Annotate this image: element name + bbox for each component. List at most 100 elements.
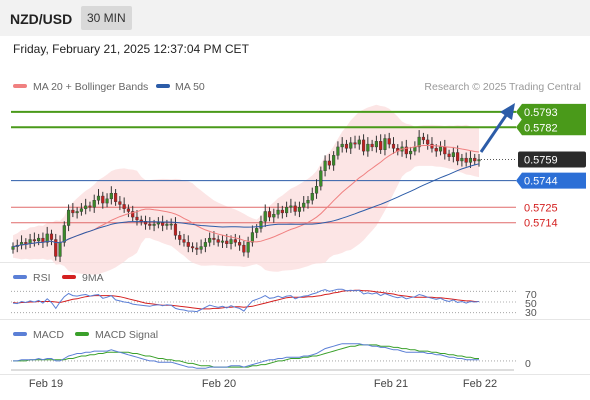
candle-body: [276, 209, 280, 215]
candle-body: [156, 222, 160, 225]
candle-body: [306, 200, 310, 204]
pivot-price-tag: [516, 172, 586, 189]
candle-body: [263, 211, 267, 222]
candle-body: [114, 193, 118, 202]
candle-body: [319, 170, 323, 187]
candle-body: [32, 239, 36, 242]
candle-body: [152, 223, 156, 226]
symbol-label: NZD/USD: [10, 11, 73, 27]
candle-body: [246, 242, 250, 253]
last-price-label: 0.5759: [524, 155, 558, 167]
rsi-level-50: 50: [525, 298, 537, 310]
candle-body: [426, 139, 430, 145]
candle-body: [332, 155, 336, 166]
candle-body: [203, 242, 207, 247]
candle-body: [357, 139, 361, 145]
candle-body: [370, 143, 374, 148]
forecast-arrow: [479, 103, 515, 153]
legend-ma20-label: MA 20 + Bollinger Bands: [33, 81, 148, 93]
timestamp-label: Friday, February 21, 2025 12:37:04 PM CE…: [13, 42, 249, 56]
rsi-pane: [11, 288, 516, 314]
candle-body: [178, 235, 182, 240]
legend-swatch-rsi: [13, 275, 27, 279]
rsi-level-30: 30: [525, 307, 537, 319]
candle-body: [404, 146, 408, 155]
x-tick-label: Feb 20: [202, 378, 236, 390]
rsi-ma-line: [12, 289, 479, 310]
candle-body: [323, 160, 327, 171]
pivot-price-label: 0.5744: [524, 176, 558, 188]
candle-body: [349, 142, 353, 149]
candle-body: [67, 209, 71, 226]
candle-body: [118, 201, 122, 205]
header-bar: NZD/USD 30 MIN: [0, 0, 590, 36]
timeframe-button[interactable]: 30 MIN: [81, 6, 132, 30]
candle-body: [212, 237, 216, 240]
legend-macd-signal-label: MACD Signal: [95, 329, 158, 341]
candle-body: [340, 143, 344, 148]
candle-body: [58, 242, 62, 257]
support-label: 0.5725: [524, 202, 558, 214]
x-axis: Feb 19 Feb 20 Feb 21 Feb 22: [11, 369, 514, 390]
candle-body: [229, 239, 233, 244]
legend-swatch-ma20: [13, 84, 27, 88]
candle-body: [438, 146, 443, 152]
candle-body: [447, 153, 451, 157]
candle-body: [139, 219, 143, 222]
forecast-arrow-head: [500, 103, 515, 120]
ma50-line: [12, 163, 480, 248]
candle-body: [216, 239, 220, 243]
candle-body: [109, 193, 113, 200]
copyright-label: Research © 2025 Trading Central: [424, 81, 581, 93]
candle-body: [383, 138, 387, 150]
legend-ma50-label: MA 50: [175, 81, 205, 93]
candle-body: [71, 209, 75, 214]
candle-body: [220, 240, 225, 243]
candle-body: [314, 186, 319, 194]
candle-body: [173, 223, 178, 236]
candle-body: [131, 211, 135, 218]
candle-body: [409, 150, 413, 155]
resistance-price-label: 0.5793: [524, 107, 558, 119]
legend-rsi-label: RSI: [33, 272, 51, 284]
candle-body: [195, 247, 199, 250]
candle-body: [148, 223, 152, 226]
resistance-price-label: 0.5782: [524, 122, 558, 134]
candle-body: [259, 221, 263, 229]
macd-pane: [11, 343, 516, 369]
candle-body: [289, 205, 293, 208]
candle-body: [105, 198, 109, 204]
candle-body: [92, 200, 96, 208]
candle-body: [24, 242, 28, 244]
candle-body: [280, 209, 284, 214]
candle-body: [293, 205, 297, 212]
legend-swatch-ma50: [156, 84, 170, 88]
candle-body: [49, 233, 54, 240]
candle-body: [96, 195, 101, 201]
candle-body: [451, 152, 455, 157]
macd-zero-label: 0: [525, 358, 531, 370]
resistance-price-tag: [516, 119, 586, 136]
x-tick-label: Feb 19: [29, 378, 63, 390]
candle-body: [302, 202, 306, 208]
x-tick-label: Feb 22: [463, 378, 497, 390]
legend-macd-label: MACD: [33, 329, 64, 341]
macd-line: [13, 343, 479, 369]
main-legend: MA 20 + Bollinger Bands MA 50 Research ©…: [13, 81, 581, 93]
candle-body: [208, 237, 212, 243]
candle-body: [310, 193, 314, 201]
candle-body: [45, 233, 49, 243]
candle-body: [434, 148, 438, 152]
candle-body: [285, 207, 289, 214]
candle-body: [374, 141, 378, 148]
candle-body: [101, 195, 105, 204]
candle-body: [430, 143, 434, 149]
candle-body: [225, 240, 229, 244]
candle-body: [165, 223, 169, 226]
candle-body: [366, 143, 370, 152]
candle-body: [122, 204, 126, 209]
candle-body: [79, 208, 83, 212]
candle-body: [126, 208, 131, 212]
candle-body: [473, 157, 477, 162]
